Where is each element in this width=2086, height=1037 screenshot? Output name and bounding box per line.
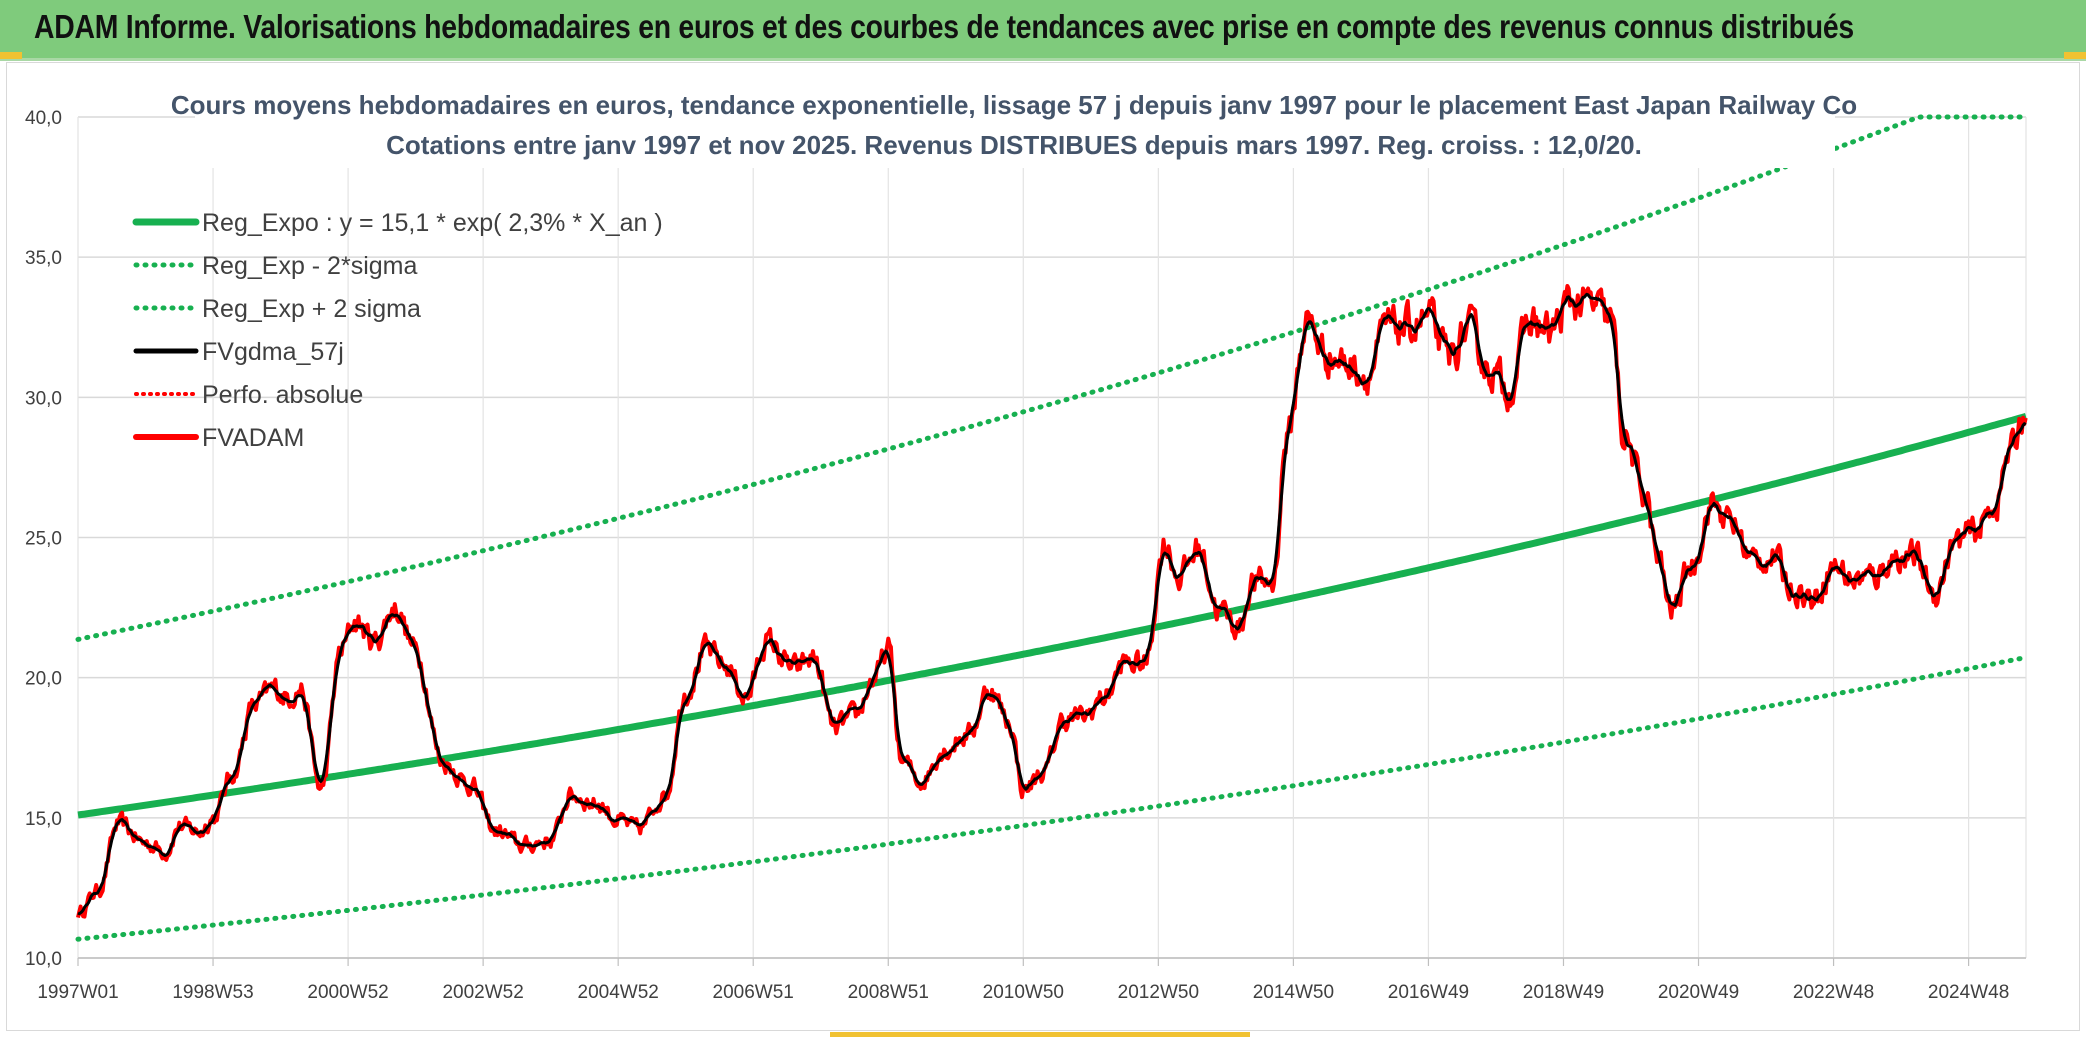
chart-frame <box>6 62 2080 1031</box>
chart-series <box>75 114 2029 942</box>
x-tick-label: 2022W48 <box>1793 982 1874 1003</box>
x-tick-label: 1998W53 <box>172 982 253 1003</box>
chart-subtitle: Cotations entre janv 1997 et nov 2025. R… <box>386 130 1642 160</box>
y-tick-label: 25,0 <box>25 529 62 550</box>
x-tick-label: 2012W50 <box>1118 982 1199 1003</box>
reg-minus-2sigma-line <box>75 655 2029 942</box>
legend-label: FVgdma_57j <box>202 338 344 366</box>
y-tick-label: 30,0 <box>25 388 62 409</box>
fvgdma-57j-line <box>77 292 2027 916</box>
banner-accent-right <box>2064 52 2086 59</box>
x-tick-label: 2004W52 <box>578 982 659 1003</box>
x-tick-label: 2018W49 <box>1523 982 1604 1003</box>
x-tick-label: 2016W49 <box>1388 982 1469 1003</box>
legend-label: Reg_Exp - 2*sigma <box>202 252 417 280</box>
legend-label: Reg_Expo : y = 15,1 * exp( 2,3% * X_an ) <box>202 209 663 237</box>
y-tick-label: 40,0 <box>25 108 62 129</box>
legend-label: Reg_Exp + 2 sigma <box>202 295 421 323</box>
x-tick-label: 2020W49 <box>1658 982 1739 1003</box>
x-tick-label: 2002W52 <box>442 982 523 1003</box>
x-tick-label: 2010W50 <box>983 982 1064 1003</box>
title-background <box>195 86 1835 168</box>
y-tick-label: 15,0 <box>25 809 62 830</box>
x-tick-label: 2014W50 <box>1253 982 1334 1003</box>
y-tick-label: 10,0 <box>25 949 62 970</box>
reg-expo-line <box>77 413 2027 819</box>
legend-label: Perfo. absolue <box>202 381 363 409</box>
page-title: ADAM Informe. Valorisations hebdomadaire… <box>34 8 1854 45</box>
bottom-accent <box>830 1032 1250 1037</box>
reg-plus-2sigma-line <box>75 114 2029 642</box>
chart-legend: Reg_Expo : y = 15,1 * exp( 2,3% * X_an )… <box>132 209 663 452</box>
banner-accent-left <box>0 52 22 59</box>
y-tick-label: 35,0 <box>25 248 62 269</box>
chart-title: Cours moyens hebdomadaires en euros, ten… <box>171 90 1857 120</box>
x-tick-label: 2024W48 <box>1928 982 2009 1003</box>
chart-grid <box>77 116 2027 959</box>
x-tick-label: 2006W51 <box>713 982 794 1003</box>
x-tick-label: 2008W51 <box>848 982 929 1003</box>
x-tick-label: 1997W01 <box>37 982 118 1003</box>
legend-label: FVADAM <box>202 424 304 452</box>
x-tick-label: 2000W52 <box>307 982 388 1003</box>
header-banner: ADAM Informe. Valorisations hebdomadaire… <box>0 0 2086 61</box>
y-tick-label: 20,0 <box>25 669 62 690</box>
chart-axes: 10,0 15,0 20,0 25,0 30,0 35,0 40,0 1997W01 1998W… <box>25 108 2026 1003</box>
